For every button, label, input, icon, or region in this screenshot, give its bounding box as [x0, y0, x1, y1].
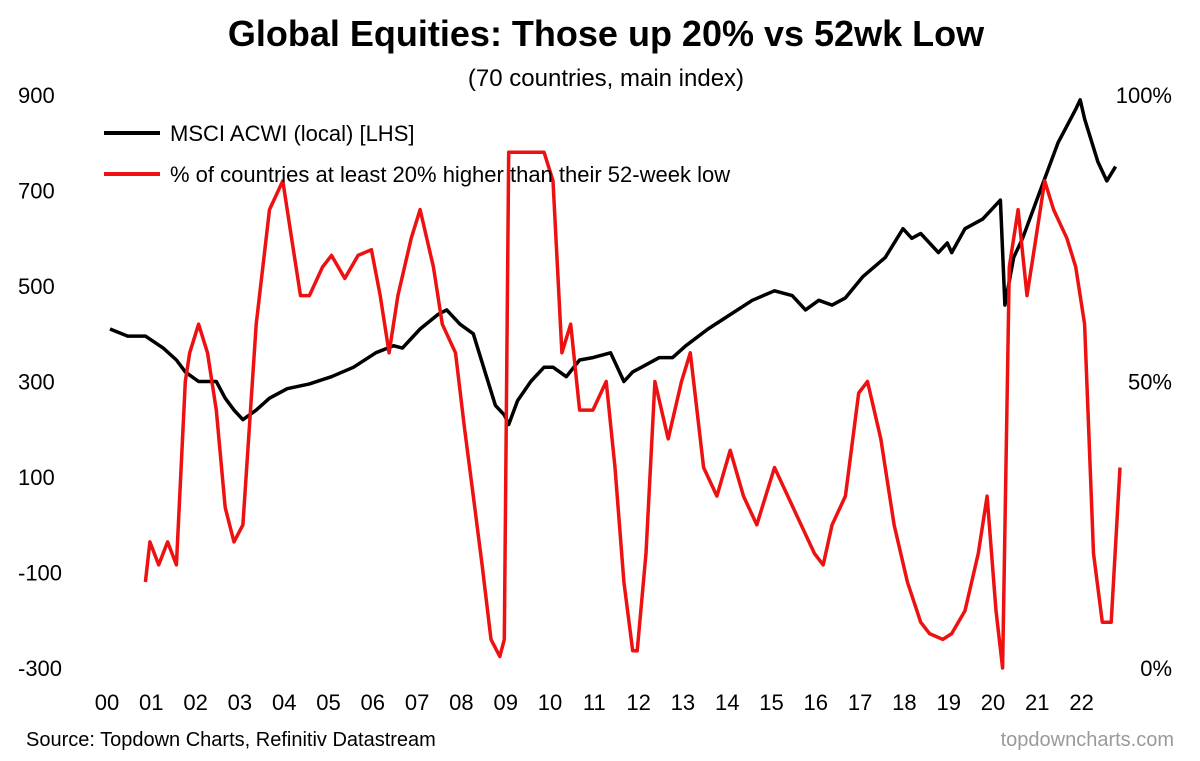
- x-tick-label: 20: [981, 690, 1005, 715]
- x-tick-label: 06: [361, 690, 385, 715]
- right-tick-label: 50%: [1128, 370, 1172, 395]
- x-tick-label: 14: [715, 690, 739, 715]
- x-tick-label: 09: [493, 690, 517, 715]
- series-layer: [109, 98, 1122, 670]
- right-tick-label: 100%: [1116, 83, 1172, 108]
- legend-label-msci-acwi: MSCI ACWI (local) [LHS]: [170, 121, 414, 146]
- x-tick-label: 00: [95, 690, 119, 715]
- x-tick-label: 15: [759, 690, 783, 715]
- x-tick-label: 08: [449, 690, 473, 715]
- left-tick-label: 100: [18, 465, 55, 490]
- left-tick-label: 700: [18, 179, 55, 204]
- x-tick-label: 04: [272, 690, 296, 715]
- legend-label-pct-countries: % of countries at least 20% higher than …: [170, 162, 730, 187]
- x-tick-label: 01: [139, 690, 163, 715]
- series-line-pct-countries: [143, 150, 1122, 670]
- x-tick-label: 18: [892, 690, 916, 715]
- source-note: Source: Topdown Charts, Refinitiv Datast…: [26, 729, 436, 751]
- series-line-msci-acwi: [109, 98, 1118, 427]
- chart-title: Global Equities: Those up 20% vs 52wk Lo…: [228, 13, 985, 54]
- x-tick-label: 21: [1025, 690, 1049, 715]
- x-tick-label: 02: [183, 690, 207, 715]
- x-tick-label: 22: [1069, 690, 1093, 715]
- left-tick-label: 300: [18, 370, 55, 395]
- x-tick-label: 05: [316, 690, 340, 715]
- x-tick-label: 16: [804, 690, 828, 715]
- x-tick-label: 13: [671, 690, 695, 715]
- x-tick-label: 11: [583, 690, 606, 715]
- left-tick-label: 500: [18, 274, 55, 299]
- x-tick-label: 10: [538, 690, 562, 715]
- x-tick-label: 12: [626, 690, 650, 715]
- x-tick-label: 07: [405, 690, 429, 715]
- x-tick-label: 17: [848, 690, 872, 715]
- left-tick-label: -300: [18, 656, 62, 681]
- brand-watermark: topdowncharts.com: [1001, 729, 1174, 751]
- right-axis-ticks: 100% 50% 0%: [1116, 83, 1172, 681]
- left-tick-label: 900: [18, 83, 55, 108]
- x-tick-label: 19: [936, 690, 960, 715]
- right-tick-label: 0%: [1140, 656, 1172, 681]
- left-tick-label: -100: [18, 561, 62, 586]
- legend: MSCI ACWI (local) [LHS] % of countries a…: [104, 121, 730, 187]
- x-axis-ticks: 00 01 02 03 04 05 06 07 08 09 10 11 12 13 14 15 16 17 18 19…: [95, 690, 1094, 715]
- chart-subtitle: (70 countries, main index): [468, 65, 744, 92]
- left-axis-ticks: 900 700 500 300 100 -100 -300: [18, 83, 62, 681]
- x-tick-label: 03: [228, 690, 252, 715]
